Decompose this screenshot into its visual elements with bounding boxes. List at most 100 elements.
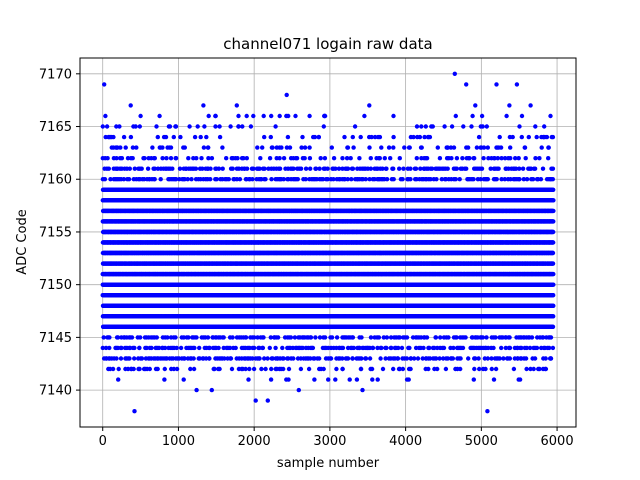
data-point: [484, 335, 489, 340]
data-point: [399, 345, 405, 351]
data-point: [350, 356, 355, 361]
data-point: [548, 335, 554, 340]
data-point: [191, 366, 197, 372]
data-point: [531, 366, 536, 372]
data-point: [174, 345, 179, 351]
data-point: [154, 335, 159, 340]
data-point: [415, 356, 421, 361]
data-point: [550, 324, 556, 329]
data-point: [381, 335, 386, 340]
data-point: [281, 356, 286, 361]
data-point: [257, 356, 262, 361]
data-point: [144, 345, 149, 351]
data-point: [273, 345, 278, 351]
data-point: [292, 335, 298, 340]
data-point: [420, 356, 425, 361]
data-point: [268, 335, 273, 340]
data-point: [308, 335, 314, 340]
data-point: [359, 335, 364, 340]
data-point: [317, 356, 322, 361]
data-point: [477, 366, 482, 372]
data-point: [149, 345, 154, 351]
data-point: [313, 335, 318, 340]
data-point: [329, 335, 335, 340]
data-point: [230, 335, 235, 340]
data-point: [407, 345, 412, 351]
data-point: [259, 366, 264, 372]
data-point: [252, 335, 257, 340]
data-point: [101, 335, 106, 340]
data-point: [103, 345, 109, 351]
data-point: [207, 356, 212, 361]
points-layer: [100, 71, 556, 414]
data-point: [291, 356, 296, 361]
data-point: [119, 345, 124, 351]
data-point: [503, 345, 508, 351]
data-point: [137, 366, 142, 372]
data-point: [384, 335, 390, 340]
data-point: [543, 356, 548, 361]
data-point: [400, 366, 406, 372]
data-point: [262, 356, 267, 361]
data-point: [547, 345, 552, 351]
data-point: [370, 345, 376, 351]
data-point: [194, 335, 199, 340]
data-point: [489, 356, 494, 361]
data-point: [191, 356, 196, 361]
data-point: [182, 356, 187, 361]
data-point: [532, 356, 538, 361]
data-point: [507, 356, 513, 361]
data-point: [375, 345, 380, 351]
data-point: [537, 366, 542, 372]
data-point: [551, 314, 556, 319]
data-point: [480, 335, 485, 340]
data-point: [551, 303, 556, 308]
data-point: [118, 356, 124, 361]
data-point: [426, 366, 431, 372]
data-point: [376, 335, 382, 340]
data-point: [132, 345, 137, 351]
data-point: [322, 335, 328, 340]
data-point: [300, 345, 305, 351]
data-point: [466, 356, 471, 361]
data-point: [261, 335, 266, 340]
data-point: [132, 356, 137, 361]
data-point: [445, 356, 450, 361]
data-point: [434, 356, 439, 361]
data-point: [107, 335, 112, 340]
data-point: [340, 366, 345, 372]
data-point: [427, 345, 432, 351]
data-point: [197, 345, 202, 351]
data-point: [156, 345, 162, 351]
data-point: [472, 366, 477, 372]
data-point: [233, 345, 238, 351]
data-point: [310, 345, 316, 351]
data-point: [131, 366, 136, 372]
data-point: [212, 366, 217, 372]
data-point: [489, 366, 494, 372]
data-point: [404, 356, 410, 361]
data-point: [340, 356, 345, 361]
data-point: [358, 366, 364, 372]
data-point: [334, 366, 339, 372]
data-point: [281, 366, 286, 372]
data-point: [251, 366, 257, 372]
data-point: [384, 345, 389, 351]
data-point: [227, 345, 233, 351]
data-point: [115, 335, 121, 340]
data-point: [171, 366, 177, 372]
data-point: [493, 366, 499, 372]
data-point: [255, 335, 260, 340]
data-point: [519, 345, 524, 351]
data-point: [127, 356, 132, 361]
data-point: [173, 335, 178, 340]
data-point: [265, 356, 270, 361]
data-point: [137, 345, 142, 351]
data-point: [250, 356, 255, 361]
data-point: [528, 366, 533, 372]
data-point: [551, 293, 556, 298]
data-point: [363, 356, 369, 361]
data-point: [162, 345, 168, 351]
data-point: [269, 366, 274, 372]
